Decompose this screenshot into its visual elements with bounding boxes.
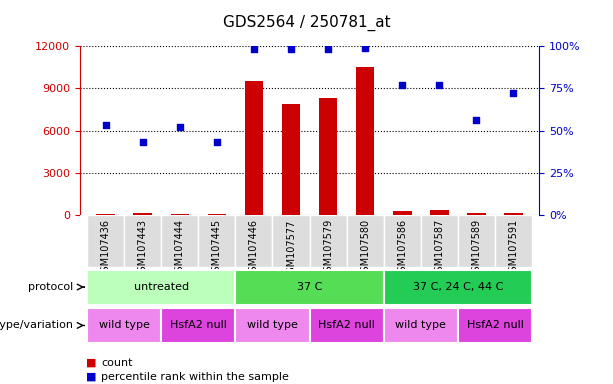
Text: protocol: protocol [28, 282, 74, 292]
Point [249, 46, 259, 53]
Text: HsfA2 null: HsfA2 null [318, 320, 375, 331]
Bar [87, 270, 235, 305]
Point [175, 124, 185, 130]
Text: GDS2564 / 250781_at: GDS2564 / 250781_at [223, 15, 390, 31]
Text: GSM107580: GSM107580 [360, 219, 370, 278]
Bar [384, 308, 458, 343]
Bar [467, 214, 485, 215]
Text: untreated: untreated [134, 282, 189, 292]
Text: GSM107443: GSM107443 [138, 219, 148, 278]
Text: percentile rank within the sample: percentile rank within the sample [101, 372, 289, 382]
Bar [282, 104, 300, 215]
Text: GSM107587: GSM107587 [435, 219, 444, 278]
Text: HsfA2 null: HsfA2 null [466, 320, 524, 331]
Text: genotype/variation: genotype/variation [0, 320, 74, 331]
Bar [235, 270, 384, 305]
Point [212, 139, 222, 146]
Point [286, 46, 296, 53]
Text: wild type: wild type [247, 320, 298, 331]
Bar [87, 308, 161, 343]
Bar [310, 308, 384, 343]
Bar [170, 214, 189, 215]
Bar [161, 215, 199, 267]
Text: GSM107586: GSM107586 [397, 219, 407, 278]
Point [101, 122, 110, 129]
Bar [273, 215, 310, 267]
Text: GSM107589: GSM107589 [471, 219, 481, 278]
Point [360, 45, 370, 51]
Text: count: count [101, 358, 132, 368]
Text: GSM107579: GSM107579 [323, 219, 333, 278]
Text: 37 C: 37 C [297, 282, 322, 292]
Text: GSM107436: GSM107436 [101, 219, 110, 278]
Text: GSM107446: GSM107446 [249, 219, 259, 278]
Bar [310, 215, 346, 267]
Text: 37 C, 24 C, 44 C: 37 C, 24 C, 44 C [413, 282, 503, 292]
Text: GSM107445: GSM107445 [212, 219, 222, 278]
Text: GSM107577: GSM107577 [286, 219, 296, 278]
Bar [346, 215, 384, 267]
Bar [384, 270, 532, 305]
Bar [245, 81, 263, 215]
Bar [161, 308, 235, 343]
Bar [356, 67, 375, 215]
Bar [124, 215, 161, 267]
Bar [430, 210, 449, 215]
Bar [235, 308, 310, 343]
Text: HsfA2 null: HsfA2 null [170, 320, 227, 331]
Bar [319, 98, 337, 215]
Bar [87, 215, 124, 267]
Text: ■: ■ [86, 372, 96, 382]
Point [397, 82, 407, 88]
Bar [235, 215, 273, 267]
Point [138, 139, 148, 146]
Bar [208, 214, 226, 215]
Bar [384, 215, 421, 267]
Bar [458, 215, 495, 267]
Bar [504, 213, 523, 215]
Text: wild type: wild type [99, 320, 150, 331]
Point [471, 118, 481, 124]
Point [435, 82, 444, 88]
Bar [393, 211, 411, 215]
Text: GSM107591: GSM107591 [509, 219, 519, 278]
Point [323, 46, 333, 53]
Bar [495, 215, 532, 267]
Bar [134, 213, 152, 215]
Text: ■: ■ [86, 358, 96, 368]
Text: GSM107444: GSM107444 [175, 219, 185, 278]
Bar [199, 215, 235, 267]
Bar [458, 308, 532, 343]
Point [509, 90, 519, 96]
Bar [96, 214, 115, 215]
Bar [421, 215, 458, 267]
Text: wild type: wild type [395, 320, 446, 331]
